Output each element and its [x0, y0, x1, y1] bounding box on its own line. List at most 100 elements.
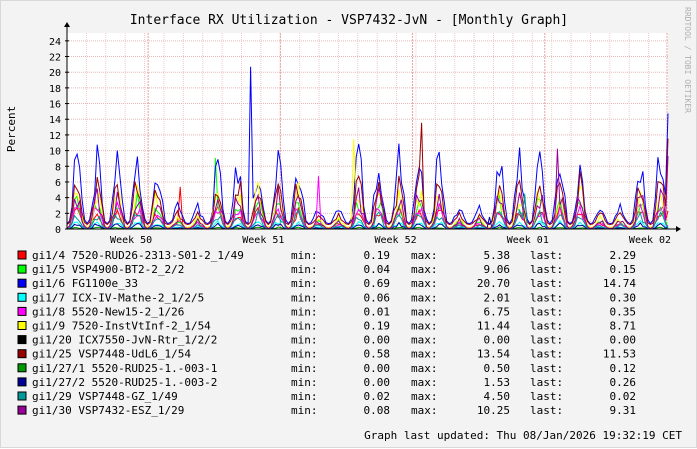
legend-swatch [17, 363, 27, 373]
legend-last-value: 0.26 [610, 376, 637, 389]
legend-series-name: gi1/6 FG1100e_33 [32, 277, 138, 290]
y-tick-label: 8 [55, 162, 61, 173]
legend-max-label: max: [411, 334, 438, 347]
legend-max-value: 0.50 [484, 362, 511, 375]
y-tick-label: 10 [49, 147, 61, 158]
legend-swatch [17, 377, 27, 387]
legend-max-value: 1.53 [484, 376, 511, 389]
legend-last-label: last: [530, 348, 563, 361]
legend-max-label: max: [411, 249, 438, 262]
legend-series-name: gi1/25 VSP7448-UdL6_1/54 [32, 348, 191, 361]
legend-swatch [17, 292, 27, 302]
legend-last-value: 11.53 [603, 348, 636, 361]
y-tick-label: 0 [55, 225, 61, 236]
legend-min-value: 0.19 [364, 320, 391, 333]
y-tick-label: 16 [49, 100, 61, 111]
legend-min-value: 0.58 [364, 348, 391, 361]
y-tick-label: 24 [49, 37, 61, 48]
x-tick-label: Week 52 [374, 235, 416, 246]
legend-min-value: 0.19 [364, 249, 391, 262]
legend-last-value: 14.74 [603, 277, 636, 290]
legend-min-label: min: [291, 348, 318, 361]
legend-last-value: 0.15 [610, 263, 637, 276]
legend-swatch [17, 278, 27, 288]
legend-series-name: gi1/8 5520-New15-2_1/26 [32, 305, 184, 318]
legend-last-value: 0.35 [610, 305, 637, 318]
y-axis-arrow [64, 22, 70, 27]
legend-max-label: max: [411, 376, 438, 389]
plot-canvas [67, 33, 668, 229]
legend-swatch [17, 250, 27, 260]
legend-min-label: min: [291, 376, 318, 389]
y-tick-label: 6 [55, 178, 61, 189]
legend-swatch [17, 391, 27, 401]
legend-min-label: min: [291, 263, 318, 276]
legend-max-value: 13.54 [477, 348, 510, 361]
legend-last-label: last: [530, 249, 563, 262]
legend-min-value: 0.69 [364, 277, 391, 290]
last-updated-text: Graph last updated: Thu 08/Jan/2026 19:3… [364, 429, 682, 442]
legend-min-label: min: [291, 291, 318, 304]
x-tick-label: Week 01 [507, 235, 549, 246]
legend-last-label: last: [530, 362, 563, 375]
legend-min-label: min: [291, 320, 318, 333]
legend-series-name: gi1/27/2 5520-RUD25-1.-003-2 [32, 376, 217, 389]
y-tick-label: 12 [49, 131, 61, 142]
series-line [66, 66, 669, 225]
y-tick-label: 20 [49, 68, 61, 79]
y-tick-label: 14 [49, 115, 61, 126]
legend-series-name: gi1/5 VSP4900-BT2-2_2/2 [32, 263, 184, 276]
legend-max-value: 2.01 [484, 291, 511, 304]
legend-min-value: 0.06 [364, 291, 391, 304]
legend-min-value: 0.00 [364, 362, 391, 375]
legend-max-label: max: [411, 263, 438, 276]
legend-swatch [17, 321, 27, 330]
legend-swatch [17, 349, 27, 359]
legend-max-value: 11.44 [477, 320, 510, 333]
legend-series-name: gi1/30 VSP7432-ESZ_1/29 [32, 404, 184, 417]
rrdtool-watermark: RRDTOOL / TOBI OETIKER [683, 7, 692, 113]
legend-max-value: 20.70 [477, 277, 510, 290]
legend-last-label: last: [530, 390, 563, 403]
x-tick-label: Week 50 [110, 235, 152, 246]
series-line [66, 148, 669, 230]
legend-last-label: last: [530, 404, 563, 417]
legend-max-value: 0.00 [484, 334, 511, 347]
legend-series-name: gi1/9 7520-InstVtInf-2_1/54 [32, 320, 211, 333]
legend-min-label: min: [291, 277, 318, 290]
legend-min-label: min: [291, 249, 318, 262]
legend-last-label: last: [530, 305, 563, 318]
legend-last-label: last: [530, 291, 563, 304]
legend-series-name: gi1/20 ICX7550-JvN-Rtr_1/2/2 [32, 334, 217, 347]
legend-min-label: min: [291, 305, 318, 318]
legend-max-value: 6.75 [484, 305, 511, 318]
legend-swatch [17, 264, 27, 274]
legend-last-label: last: [530, 334, 563, 347]
legend-min-value: 0.01 [364, 305, 391, 318]
legend-max-value: 4.50 [484, 390, 511, 403]
y-tick-label: 22 [49, 53, 61, 64]
legend-min-value: 0.04 [364, 263, 391, 276]
legend-min-value: 0.08 [364, 404, 391, 417]
legend-last-label: last: [530, 277, 563, 290]
legend-max-label: max: [411, 390, 438, 403]
legend-series-name: gi1/27/1 5520-RUD25-1.-003-1 [32, 362, 217, 375]
legend-max-label: max: [411, 348, 438, 361]
legend-max-label: max: [411, 404, 438, 417]
y-tick-label: 2 [55, 209, 61, 220]
legend-min-label: min: [291, 390, 318, 403]
legend-series-name: gi1/4 7520-RUD26-2313-S01-2_1/49 [32, 249, 244, 262]
x-tick-label: Week 02 [629, 235, 671, 246]
legend-max-label: max: [411, 362, 438, 375]
legend-last-label: last: [530, 263, 563, 276]
legend-swatch [17, 306, 27, 316]
legend-last-label: last: [530, 320, 563, 333]
legend-min-label: min: [291, 334, 318, 347]
legend-max-value: 5.38 [484, 249, 511, 262]
legend-series-name: gi1/7 ICX-IV-Mathe-2_1/2/5 [32, 291, 204, 304]
y-tick-label: 4 [55, 194, 61, 205]
legend-last-value: 0.12 [610, 362, 637, 375]
